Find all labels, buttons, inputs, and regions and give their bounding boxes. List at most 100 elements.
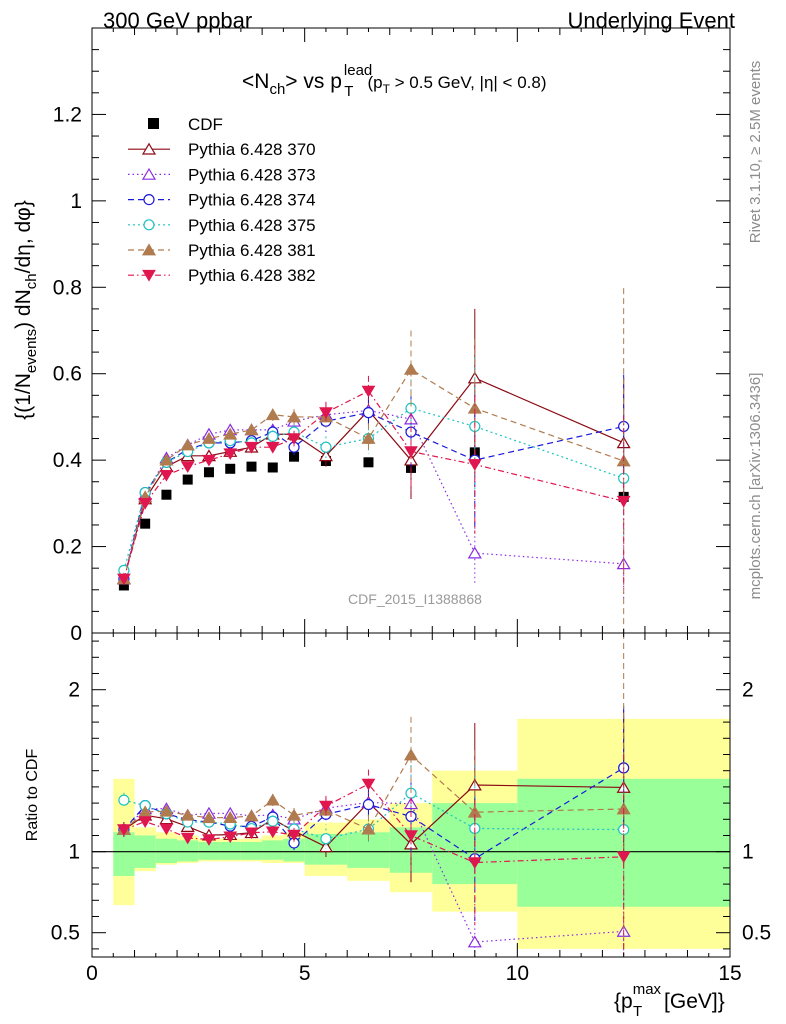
axes: 0 5 10 15 0 0.2 0.4 0.6 0.8 1 1.2 0.5 0.5 1 1 2 2 <box>51 27 771 985</box>
legend-label: Pythia 6.428 370 <box>188 140 316 159</box>
legend-marker <box>143 194 155 206</box>
x-axis-label: {pmax T [GeV]} <box>614 981 725 1020</box>
data-point <box>223 448 238 461</box>
ratio-panel <box>116 633 631 957</box>
legend-marker <box>141 167 157 180</box>
data-point-cdf <box>225 463 236 474</box>
ratio-point <box>244 827 259 840</box>
data-point <box>244 423 259 436</box>
data-point <box>180 438 195 451</box>
data-point <box>361 385 376 398</box>
data-point <box>616 495 631 508</box>
data-point <box>320 441 332 453</box>
x-tick-label: 15 <box>718 962 741 985</box>
ratio-point <box>361 778 376 791</box>
ratio-y-tick-label-right: 0.5 <box>742 922 771 945</box>
plot-title: <Nch> vs p lead T (pT > 0.5 GeV, |η| < 0.8) <box>242 62 547 100</box>
data-point <box>138 498 153 510</box>
legend-marker <box>141 243 157 256</box>
series-line <box>123 368 624 580</box>
ratio-point <box>318 840 333 853</box>
ratio-band-inner <box>113 832 135 876</box>
ratio-y-tick-label: 1 <box>68 841 80 864</box>
series-main-3 <box>118 357 630 576</box>
ratio-band-inner <box>198 841 220 860</box>
data-point-cdf <box>182 474 193 485</box>
ratio-point <box>138 816 153 828</box>
data-point <box>404 446 418 458</box>
ratio-point <box>319 800 333 813</box>
y-tick-label: 1.2 <box>53 103 82 126</box>
mcplots-label: mcplots.cern.ch [arXiv:1306.3436] <box>747 373 764 600</box>
ratio-series-line <box>123 792 624 840</box>
data-point <box>267 430 279 442</box>
ratio-point <box>362 798 375 811</box>
series-line <box>123 409 624 580</box>
data-point <box>117 573 131 586</box>
legend-label: Pythia 6.428 374 <box>188 191 316 210</box>
data-point <box>201 431 217 444</box>
ratio-point <box>287 829 301 842</box>
ratio-point <box>223 811 238 823</box>
ratio-point <box>265 826 280 839</box>
ratio-point <box>244 809 259 822</box>
ratio-y-tick-label-right: 2 <box>742 679 754 702</box>
ratio-y-tick-label-right: 1 <box>742 841 754 864</box>
data-point <box>318 449 333 462</box>
legend: CDF Pythia 6.428 370 Pythia 6.428 373 Pythi… <box>128 115 316 285</box>
ratio-band-inner <box>262 840 284 860</box>
main-panel <box>116 288 631 633</box>
ratio-point <box>267 815 279 827</box>
data-point <box>467 459 482 471</box>
ratio-point <box>201 811 217 824</box>
ratio-y-tick-label: 0.5 <box>51 922 80 945</box>
ratio-point <box>223 831 238 844</box>
ratio-point <box>404 830 418 842</box>
series-main-5 <box>117 375 631 588</box>
legend-label: Pythia 6.428 382 <box>188 266 316 285</box>
y-tick-label: 0 <box>70 622 82 645</box>
data-point-cdf <box>140 518 151 529</box>
header-right: Underlying Event <box>567 8 735 33</box>
ratio-series-line <box>123 767 624 860</box>
data-point <box>223 427 238 440</box>
data-point <box>202 454 216 467</box>
header-left: 300 GeV ppbar <box>103 8 252 33</box>
series-line <box>123 407 624 571</box>
legend-marker-cdf <box>148 118 159 129</box>
series-main-0 <box>116 308 631 585</box>
ratio-point <box>180 808 195 821</box>
ratio-point <box>286 808 302 821</box>
ratio-point <box>616 851 631 864</box>
y-tick-label: 1 <box>70 190 82 213</box>
data-point <box>467 546 482 559</box>
data-point-cdf <box>363 457 374 468</box>
ratio-band-inner <box>155 838 178 864</box>
ratio-band-inner <box>219 841 241 860</box>
ratio-point <box>320 833 332 845</box>
legend-label: Pythia 6.428 375 <box>188 216 316 235</box>
y-tick-label: 0.8 <box>53 276 82 299</box>
legend-label: Pythia 6.428 373 <box>188 165 316 184</box>
data-point-cdf <box>161 489 172 500</box>
y-tick-label: 0.6 <box>53 363 82 386</box>
data-point-cdf <box>246 461 257 472</box>
ratio-point <box>117 824 131 836</box>
data-point <box>159 453 174 466</box>
data-point-cdf <box>289 451 300 462</box>
series-main-4 <box>116 288 631 633</box>
series-line <box>123 377 624 580</box>
y-axis-label: {(1/Nevents) dNch/dη, dφ} <box>12 200 40 420</box>
ratio-point <box>118 794 130 806</box>
ratio-band-inner <box>240 841 263 860</box>
ratio-point <box>265 793 280 806</box>
data-point <box>319 407 333 419</box>
data-point <box>265 408 280 421</box>
ratio-band-inner <box>177 840 199 862</box>
x-tick-label: 0 <box>86 962 98 985</box>
data-point <box>287 433 301 445</box>
ratio-point <box>202 834 216 846</box>
analysis-watermark: CDF_2015_I1388868 <box>348 591 482 607</box>
data-point <box>180 461 195 474</box>
